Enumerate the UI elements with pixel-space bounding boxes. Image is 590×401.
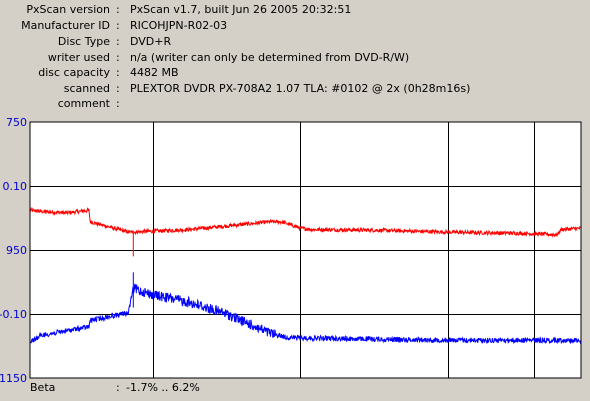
info-value: n/a (writer can only be determined from … <box>130 51 410 64</box>
y-tick-label: 0.10 <box>3 180 28 193</box>
footer: Beta : -1.7% .. 6.2% <box>30 381 200 395</box>
y-tick-label: 750 <box>6 116 27 129</box>
info-key: comment <box>57 97 110 110</box>
series-group <box>29 206 582 345</box>
info-key: Manufacturer ID <box>21 19 110 32</box>
info-value: PxScan v1.7, built Jun 26 2005 20:32:51 <box>130 3 352 16</box>
series-beta <box>29 206 581 257</box>
info-sep: : <box>116 51 120 64</box>
y-tick-labels: 750 0.10 950 -0.10 1150 <box>0 116 27 385</box>
info-sep: : <box>116 66 120 79</box>
y-tick-label: 950 <box>6 244 27 257</box>
info-key: writer used <box>47 51 110 64</box>
info-sep: : <box>116 3 120 16</box>
info-key: disc capacity <box>38 66 110 79</box>
info-sep: : <box>116 19 120 32</box>
info-sep: : <box>116 97 120 110</box>
info-key: Disc Type <box>57 35 110 48</box>
info-value: PLEXTOR DVDR PX-708A2 1.07 TLA: #0102 @ … <box>130 82 471 95</box>
info-value: 4482 MB <box>130 66 179 79</box>
series-jitter <box>29 272 582 345</box>
info-key: scanned <box>63 82 110 95</box>
footer-value: -1.7% .. 6.2% <box>126 381 200 394</box>
plot-frame <box>29 121 582 379</box>
info-sep: : <box>116 35 120 48</box>
footer-sep: : <box>116 381 120 394</box>
info-value: RICOHJPN-R02-03 <box>130 19 228 32</box>
y-tick-label: -0.10 <box>0 308 27 321</box>
info-sep: : <box>116 82 120 95</box>
y-tick-label: 1150 <box>0 372 27 385</box>
info-key: PxScan version <box>26 3 110 16</box>
info-value: DVD+R <box>130 35 172 48</box>
footer-label: Beta <box>30 381 56 394</box>
